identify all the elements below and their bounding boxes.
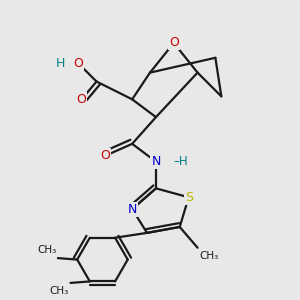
Text: CH₃: CH₃ xyxy=(37,245,56,255)
Text: O: O xyxy=(77,93,87,106)
Text: O: O xyxy=(100,149,110,162)
Text: O: O xyxy=(169,36,179,50)
Text: CH₃: CH₃ xyxy=(50,286,69,296)
Text: O: O xyxy=(74,57,84,70)
Text: –H: –H xyxy=(174,155,188,168)
Text: CH₃: CH₃ xyxy=(199,251,218,261)
Text: N: N xyxy=(151,155,160,168)
Text: N: N xyxy=(128,202,137,216)
Text: H: H xyxy=(56,57,65,70)
Text: S: S xyxy=(184,191,193,204)
